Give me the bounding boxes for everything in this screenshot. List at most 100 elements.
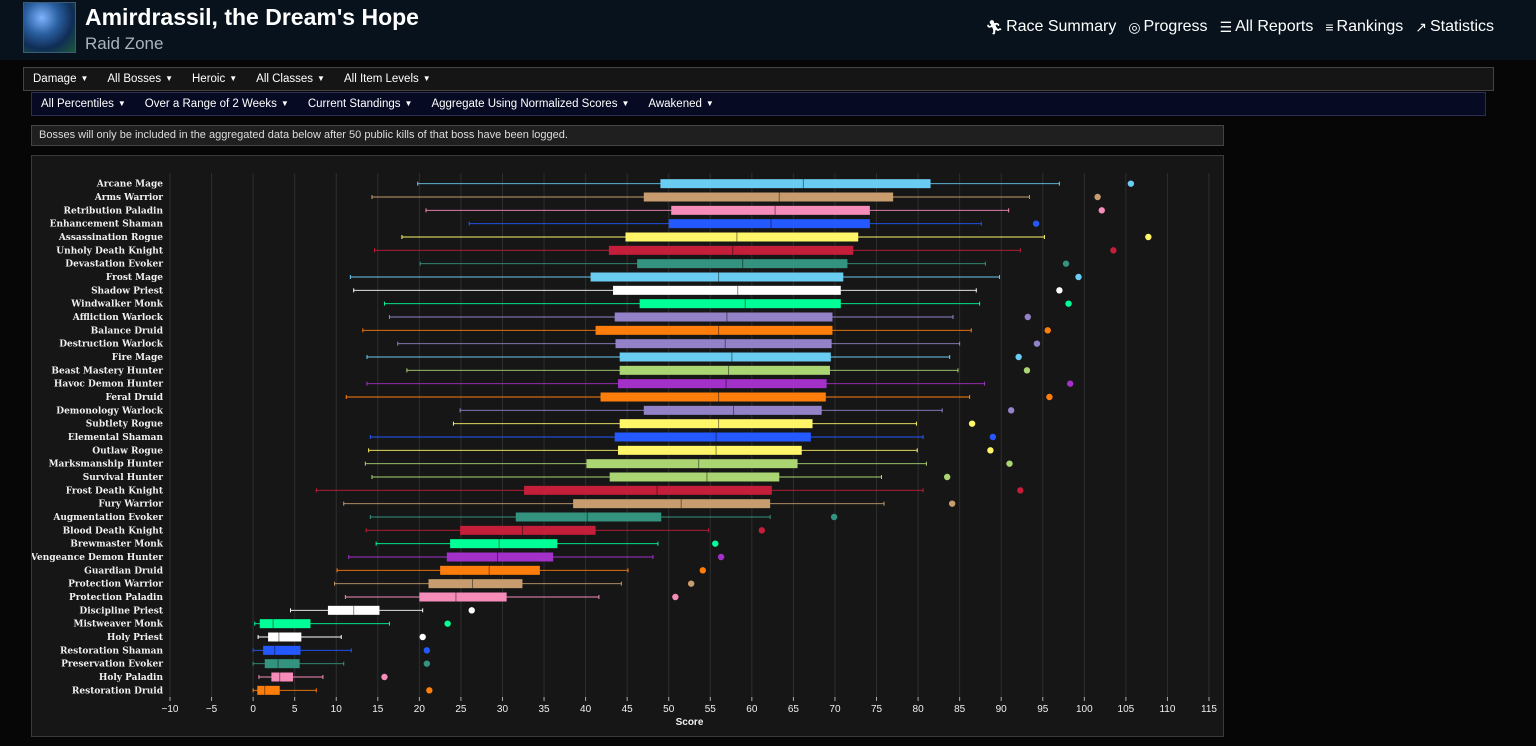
dropdown-label: All Classes <box>256 73 314 85</box>
nav-label: Progress <box>1143 18 1208 35</box>
outlier-point <box>687 580 695 587</box>
category-label: Marksmanship Hunter <box>49 460 164 470</box>
boxplot-chart-panel: −10 −5 0 5 10 15 20 25 30 35 40 45 50 55 60 65 70 75 80 85 9… <box>31 155 1224 737</box>
metric-dropdown[interactable]: Damage ▼ <box>33 73 88 85</box>
dropdown-label: Awakened <box>648 98 702 110</box>
difficulty-dropdown[interactable]: Heroic ▼ <box>192 73 237 85</box>
category-label: Augmentation Evoker <box>52 513 163 523</box>
category-label: Frost Death Knight <box>66 486 164 496</box>
x-tick-label: 115 <box>1201 704 1217 715</box>
filter-bar-primary: Damage ▼ All Bosses ▼ Heroic ▼ All Classes ▼… <box>23 67 1494 91</box>
box <box>446 552 554 562</box>
nav-rankings[interactable]: ≡ Rankings <box>1325 18 1403 36</box>
outlier-point <box>1110 247 1117 254</box>
category-label: Demonology Warlock <box>56 406 163 416</box>
nav-label: All Reports <box>1235 18 1314 35</box>
class-dropdown[interactable]: All Classes ▼ <box>256 73 325 85</box>
outlier-point <box>1046 393 1053 401</box>
standings-dropdown[interactable]: Current Standings ▼ <box>308 98 413 110</box>
x-tick-label: 75 <box>871 704 883 715</box>
outlier-point <box>989 433 997 441</box>
x-tick-label: 45 <box>622 704 634 715</box>
outlier-point <box>717 553 725 561</box>
nav-race-summary[interactable]: 🏃︎ Race Summary <box>985 18 1116 36</box>
x-tick-label: 60 <box>746 704 758 715</box>
top-nav: 🏃︎ Race Summary ◎ Progress ☰ All Reports… <box>985 18 1494 36</box>
runner-icon: 🏃︎ <box>985 18 1004 35</box>
x-tick-label: 85 <box>954 704 966 715</box>
x-tick-label: 95 <box>1037 704 1049 715</box>
outlier-point <box>699 567 706 574</box>
category-label: Guardian Druid <box>84 566 164 576</box>
category-label: Unholy Death Knight <box>56 246 164 256</box>
outlier-point <box>423 660 431 667</box>
box <box>573 499 771 509</box>
category-label: Preservation Evoker <box>61 660 163 670</box>
outlier-point <box>1044 327 1051 334</box>
season-dropdown[interactable]: Awakened ▼ <box>648 98 713 110</box>
x-tick-label: 25 <box>455 704 467 715</box>
category-label: Protection Paladin <box>69 593 163 603</box>
box <box>428 579 523 589</box>
dropdown-label: All Item Levels <box>343 73 419 85</box>
outlier-point <box>1065 300 1072 307</box>
x-tick-label: 110 <box>1159 704 1175 715</box>
outlier-point <box>423 647 431 654</box>
outlier-point <box>1056 287 1063 294</box>
dropdown-label: Heroic <box>192 73 226 85</box>
box <box>257 685 280 695</box>
rankings-icon: ≡ <box>1325 19 1334 35</box>
x-tick-label: 100 <box>1076 704 1093 715</box>
outlier-point <box>468 607 475 614</box>
nav-all-reports[interactable]: ☰ All Reports <box>1220 18 1314 36</box>
page-header: Amirdrassil, the Dream's Hope Raid Zone … <box>0 0 1536 60</box>
category-label: Affliction Warlock <box>72 313 164 323</box>
outlier-point <box>1015 353 1022 361</box>
percentile-dropdown[interactable]: All Percentiles ▼ <box>41 98 126 110</box>
box <box>595 325 833 335</box>
outlier-point <box>672 593 679 601</box>
category-label: Shadow Priest <box>91 286 164 296</box>
nav-label: Rankings <box>1336 18 1404 35</box>
x-tick-label: 5 <box>292 704 298 715</box>
outlier-point <box>948 500 956 507</box>
outlier-point <box>1024 313 1031 321</box>
box <box>619 352 831 362</box>
nav-label: Race Summary <box>1006 18 1117 35</box>
zone-title: Amirdrassil, the Dream's Hope <box>85 4 419 30</box>
x-tick-label: 20 <box>414 704 426 715</box>
time-range-dropdown[interactable]: Over a Range of 2 Weeks ▼ <box>145 98 289 110</box>
outlier-point <box>758 527 766 534</box>
box <box>615 339 832 349</box>
box <box>460 525 596 535</box>
caret-down-icon: ▼ <box>280 99 289 108</box>
caret-down-icon: ▼ <box>117 99 126 108</box>
x-tick-label: 30 <box>497 704 509 715</box>
box <box>614 432 811 442</box>
category-label: Windwalker Monk <box>70 300 164 310</box>
x-axis-title: Score <box>676 717 704 728</box>
aggregate-dropdown[interactable]: Aggregate Using Normalized Scores ▼ <box>431 98 629 110</box>
category-label: Brewmaster Monk <box>70 540 164 550</box>
outlier-point <box>1033 340 1041 347</box>
outlier-point <box>381 673 388 681</box>
nav-statistics[interactable]: ↗ Statistics <box>1415 18 1494 36</box>
category-label: Protection Warrior <box>68 580 163 590</box>
category-label: Outlaw Rogue <box>92 446 163 456</box>
caret-down-icon: ▼ <box>229 74 238 83</box>
outlier-point <box>943 473 951 481</box>
x-tick-label: 10 <box>331 704 343 715</box>
nav-label: Statistics <box>1429 18 1494 35</box>
x-tick-label: 15 <box>372 704 384 715</box>
category-label: Assassination Rogue <box>58 233 163 243</box>
caret-down-icon: ▼ <box>317 74 325 83</box>
nav-progress[interactable]: ◎ Progress <box>1128 18 1207 36</box>
category-label: Vengeance Demon Hunter <box>32 553 163 563</box>
box <box>637 259 848 269</box>
zone-subtitle: Raid Zone <box>85 34 164 53</box>
x-tick-label: 105 <box>1118 704 1135 715</box>
boss-dropdown[interactable]: All Bosses ▼ <box>107 73 173 85</box>
filter-bar-secondary: All Percentiles ▼ Over a Range of 2 Weeks… <box>31 92 1486 116</box>
item-level-dropdown[interactable]: All Item Levels ▼ <box>344 73 431 85</box>
box <box>271 672 294 682</box>
